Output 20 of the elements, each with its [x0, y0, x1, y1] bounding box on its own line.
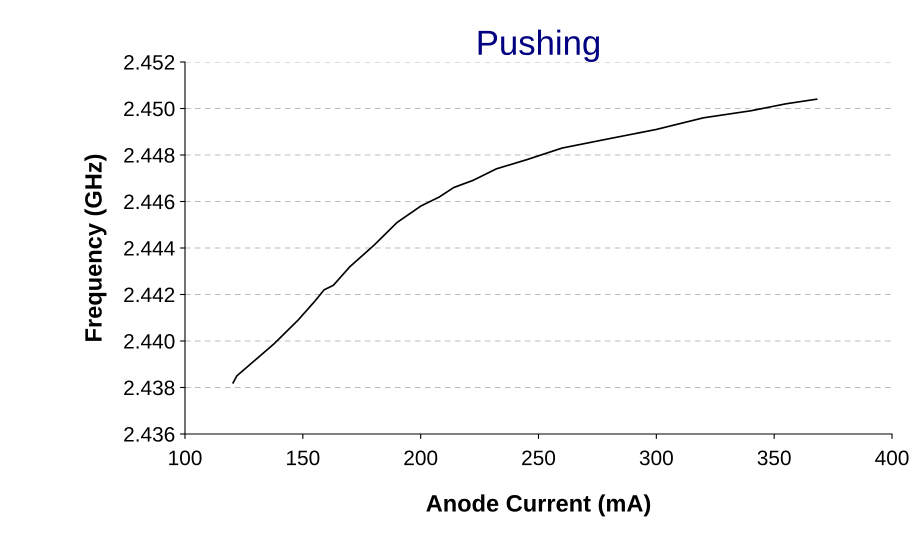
- x-tick-label: 150: [287, 450, 320, 466]
- y-tick-label: 2.444: [124, 241, 175, 256]
- y-tick-label: 2.436: [124, 427, 174, 442]
- y-tick-label: 2.452: [124, 55, 174, 70]
- y-tick-label: 2.448: [124, 148, 174, 163]
- y-tick-label: 2.446: [124, 194, 174, 210]
- x-tick-label: 350: [758, 450, 791, 466]
- y-axis-title: Frequency (GHz): [84, 154, 106, 341]
- y-tick-label: 2.450: [124, 102, 174, 116]
- x-tick-label: 400: [875, 450, 909, 466]
- y-tick-label: 2.442: [124, 288, 174, 302]
- x-tick-label: 250: [522, 450, 556, 466]
- chart-title: Pushing: [478, 30, 600, 62]
- x-tick-label: 300: [640, 450, 673, 466]
- x-tick-label: 100: [169, 450, 202, 466]
- y-tick-label: 2.440: [124, 334, 174, 349]
- line-series: [232, 98, 818, 384]
- x-tick-label: 200: [404, 450, 438, 466]
- y-tick-label: 2.438: [124, 380, 174, 396]
- x-axis-title: Anode Current (mA): [426, 494, 650, 516]
